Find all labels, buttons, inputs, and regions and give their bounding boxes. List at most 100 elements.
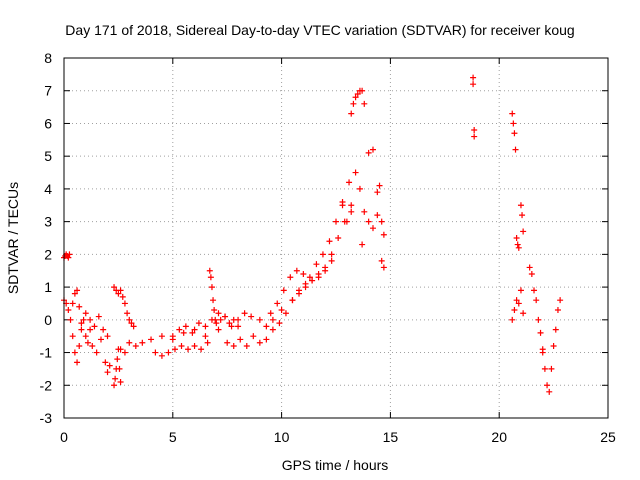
data-point — [100, 326, 107, 333]
data-point — [293, 267, 300, 274]
data-point — [276, 320, 283, 327]
data-point — [517, 287, 524, 294]
series-track-g — [152, 339, 211, 359]
y-tick-label: 5 — [44, 148, 52, 164]
data-point — [537, 329, 544, 336]
data-point — [126, 339, 133, 346]
data-point — [515, 300, 522, 307]
data-point — [191, 326, 198, 333]
data-point — [356, 185, 363, 192]
series-track-d — [111, 346, 124, 389]
data-point — [539, 349, 546, 356]
data-point — [380, 264, 387, 271]
y-tick-label: -1 — [40, 345, 53, 361]
series-track-k — [267, 179, 353, 317]
series-track-i — [206, 267, 242, 330]
data-point — [526, 264, 533, 271]
data-point — [302, 284, 309, 291]
data-point — [328, 257, 335, 264]
data-point — [89, 343, 96, 349]
y-tick-label: -3 — [40, 410, 53, 426]
data-point — [117, 379, 124, 385]
data-point — [374, 212, 381, 219]
data-point — [348, 202, 355, 209]
data-point — [365, 149, 372, 156]
data-point — [76, 343, 83, 349]
data-point — [171, 346, 178, 353]
y-tick-label: 8 — [44, 50, 52, 66]
data-point — [128, 320, 135, 327]
data-point — [335, 235, 342, 241]
y-tick-label: 6 — [44, 115, 52, 131]
data-point — [535, 316, 542, 323]
data-point — [267, 310, 274, 317]
data-point — [333, 218, 339, 225]
data-point — [117, 287, 124, 294]
data-point — [212, 316, 219, 323]
data-point — [226, 320, 233, 327]
data-point — [554, 307, 561, 313]
data-point — [289, 297, 296, 304]
data-point — [263, 323, 270, 330]
y-tick-label: -2 — [40, 377, 53, 393]
series-track-o — [359, 146, 387, 271]
data-point — [111, 284, 118, 291]
series-track-q — [509, 110, 527, 251]
data-point — [111, 382, 118, 389]
data-point — [513, 235, 520, 241]
data-point — [517, 202, 524, 209]
data-point — [191, 343, 198, 349]
data-point — [91, 323, 98, 330]
data-point — [130, 323, 137, 330]
data-point — [74, 359, 81, 366]
data-point — [169, 333, 176, 340]
series-track-n — [348, 87, 368, 117]
x-tick-label: 15 — [383, 429, 399, 445]
data-point — [69, 333, 76, 340]
x-tick-label: 5 — [169, 429, 177, 445]
data-point — [515, 244, 522, 251]
data-point — [528, 271, 535, 277]
x-tick-label: 20 — [491, 429, 507, 445]
data-point — [256, 316, 263, 323]
data-point — [352, 94, 359, 101]
y-tick-label: 3 — [44, 214, 52, 230]
data-point — [71, 290, 78, 297]
data-point — [346, 179, 353, 186]
data-point — [235, 323, 242, 330]
data-point — [180, 329, 187, 336]
data-point — [352, 169, 359, 176]
data-point — [550, 343, 557, 349]
data-point — [104, 333, 111, 340]
data-point — [148, 336, 155, 343]
data-point — [269, 316, 276, 323]
data-point — [287, 274, 294, 281]
data-point — [206, 267, 213, 274]
x-axis-label: GPS time / hours — [282, 457, 389, 473]
data-point — [519, 212, 526, 219]
data-point — [207, 274, 214, 281]
series-track-e — [111, 284, 137, 330]
data-point — [361, 208, 368, 215]
data-point — [182, 323, 189, 330]
data-point — [121, 300, 128, 307]
chart-title: Day 171 of 2018, Sidereal Day-to-day VTE… — [65, 22, 574, 38]
data-point — [106, 362, 113, 369]
x-tick-label: 10 — [274, 429, 290, 445]
data-point — [256, 339, 263, 346]
data-point — [224, 339, 231, 346]
data-point — [471, 127, 478, 133]
data-point — [541, 365, 548, 372]
data-point — [158, 352, 165, 359]
data-point — [533, 297, 540, 304]
data-point — [350, 100, 357, 107]
data-point — [250, 333, 257, 340]
data-point — [374, 189, 381, 196]
y-tick-label: 2 — [44, 246, 52, 262]
data-point — [228, 323, 235, 330]
data-point — [380, 231, 387, 238]
data-point — [365, 218, 372, 225]
data-point — [520, 228, 527, 235]
data-point — [378, 218, 385, 225]
data-point — [263, 336, 270, 343]
